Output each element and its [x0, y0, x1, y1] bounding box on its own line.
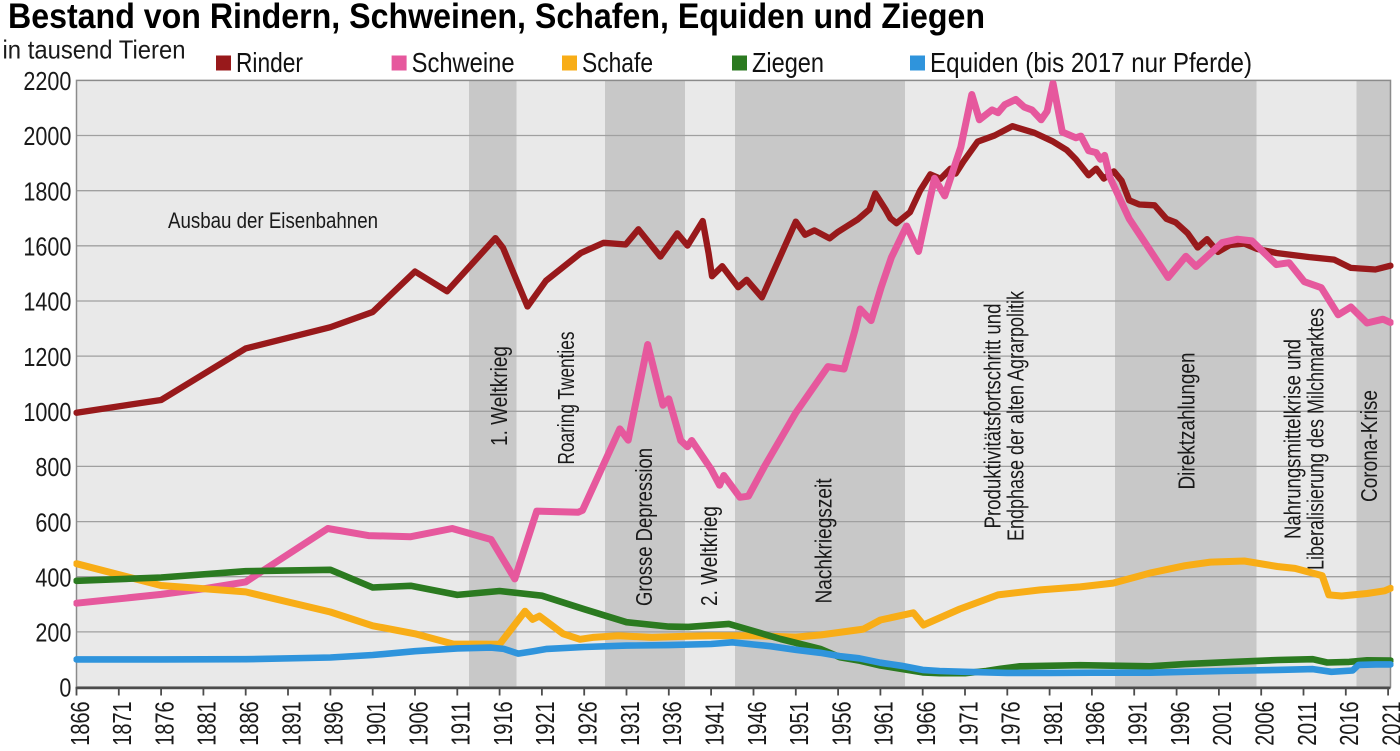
svg-text:2200: 2200: [23, 66, 71, 96]
svg-text:Roaring Twenties: Roaring Twenties: [553, 332, 579, 465]
svg-text:Grosse Depression: Grosse Depression: [631, 448, 657, 606]
svg-text:Schweine: Schweine: [412, 47, 515, 78]
svg-text:1871: 1871: [107, 701, 137, 745]
svg-text:1956: 1956: [826, 701, 856, 745]
svg-text:1941: 1941: [699, 701, 729, 745]
svg-text:Ziegen: Ziegen: [752, 47, 824, 78]
svg-text:1876: 1876: [149, 701, 179, 745]
svg-text:2011: 2011: [1292, 701, 1322, 745]
svg-text:1. Weltkrieg: 1. Weltkrieg: [486, 346, 512, 446]
svg-text:200: 200: [35, 618, 71, 648]
svg-text:1881: 1881: [192, 701, 222, 745]
svg-text:Nachkriegszeit: Nachkriegszeit: [811, 478, 837, 603]
svg-text:2001: 2001: [1207, 701, 1237, 745]
svg-text:800: 800: [35, 452, 71, 482]
svg-text:1961: 1961: [869, 701, 899, 745]
svg-text:600: 600: [35, 507, 71, 537]
svg-text:1931: 1931: [615, 701, 645, 745]
svg-text:1896: 1896: [319, 701, 349, 745]
svg-text:1400: 1400: [23, 287, 71, 317]
svg-text:2021: 2021: [1376, 701, 1400, 745]
svg-text:400: 400: [35, 562, 71, 592]
svg-text:Ausbau der Eisenbahnen: Ausbau der Eisenbahnen: [168, 208, 378, 233]
svg-text:Rinder: Rinder: [236, 47, 303, 78]
svg-text:1946: 1946: [742, 701, 772, 745]
svg-text:1911: 1911: [446, 701, 476, 745]
svg-text:1906: 1906: [403, 701, 433, 745]
svg-text:1936: 1936: [657, 701, 687, 745]
svg-text:1966: 1966: [911, 701, 941, 745]
svg-text:Produktivitätsfortschritt und: Produktivitätsfortschritt und: [980, 304, 1006, 529]
svg-text:1800: 1800: [23, 176, 71, 206]
svg-text:Nahrungsmittelkrise und: Nahrungsmittelkrise und: [1280, 339, 1306, 539]
svg-text:in tausend Tieren: in tausend Tieren: [3, 35, 186, 65]
svg-text:1200: 1200: [23, 342, 71, 372]
svg-text:Liberalisierung des Milchmarkt: Liberalisierung des Milchmarktes: [1303, 308, 1329, 570]
svg-text:1600: 1600: [23, 232, 71, 262]
svg-text:2016: 2016: [1334, 701, 1364, 745]
svg-text:2. Weltkrieg: 2. Weltkrieg: [696, 506, 722, 606]
svg-text:Bestand von Rindern, Schweinen: Bestand von Rindern, Schweinen, Schafen,…: [8, 0, 985, 36]
svg-text:1981: 1981: [1038, 701, 1068, 745]
svg-text:Corona-Krise: Corona-Krise: [1356, 390, 1382, 502]
svg-text:1986: 1986: [1080, 701, 1110, 745]
svg-text:1951: 1951: [784, 701, 814, 745]
svg-text:0: 0: [59, 673, 71, 703]
svg-text:1886: 1886: [234, 701, 264, 745]
svg-text:1971: 1971: [953, 701, 983, 745]
svg-text:1891: 1891: [276, 701, 306, 745]
svg-text:1916: 1916: [488, 701, 518, 745]
svg-text:1866: 1866: [65, 701, 95, 745]
svg-text:1921: 1921: [530, 701, 560, 745]
svg-text:1991: 1991: [1123, 701, 1153, 745]
svg-text:Direktzahlungen: Direktzahlungen: [1174, 353, 1200, 490]
svg-text:Equiden (bis 2017 nur Pferde): Equiden (bis 2017 nur Pferde): [930, 47, 1252, 78]
svg-text:2000: 2000: [23, 121, 71, 151]
svg-text:1901: 1901: [361, 701, 391, 745]
svg-text:Schafe: Schafe: [582, 47, 653, 78]
svg-text:1976: 1976: [996, 701, 1026, 745]
svg-text:1926: 1926: [573, 701, 603, 745]
svg-text:2006: 2006: [1250, 701, 1280, 745]
svg-text:1000: 1000: [23, 397, 71, 427]
svg-text:Endphase der alten Agrarpoliti: Endphase der alten Agrarpolitik: [1003, 291, 1029, 541]
svg-text:1996: 1996: [1165, 701, 1195, 745]
